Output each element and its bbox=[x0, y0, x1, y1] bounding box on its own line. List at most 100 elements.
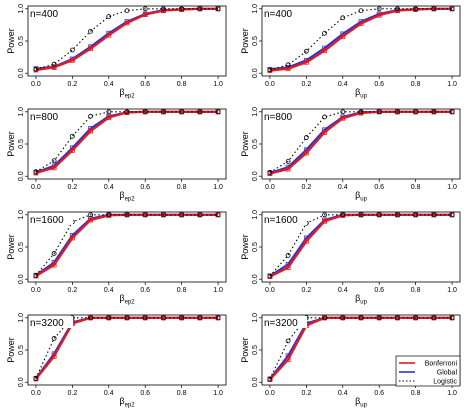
data-point-logistic bbox=[285, 252, 291, 258]
panel-6: 0.0 0.5 1.0 0.0 0.2 0.4 0.6 0.8 1.0 Power βup n=160… bbox=[240, 210, 461, 306]
y-axis-label: Power bbox=[6, 28, 16, 54]
x-tick-label: 0.6 bbox=[140, 81, 150, 88]
x-axis-label-base: β bbox=[355, 190, 360, 200]
data-point-logistic bbox=[88, 315, 93, 321]
x-axis-label-subscript: up bbox=[360, 403, 367, 409]
x-axis-label-subscript: up bbox=[360, 300, 367, 306]
y-tick-label: 1.0 bbox=[18, 313, 25, 323]
data-point-logistic bbox=[33, 375, 39, 381]
data-point-logistic bbox=[376, 109, 382, 115]
data-point-logistic bbox=[431, 212, 437, 218]
data-point-logistic bbox=[340, 212, 346, 218]
sample-size-label: n=800 bbox=[264, 112, 293, 123]
y-tick-label: 0.0 bbox=[252, 274, 259, 284]
data-point-bonferroni bbox=[161, 8, 166, 14]
x-axis-label: βep2 bbox=[119, 293, 135, 306]
data-point-logistic bbox=[376, 315, 382, 321]
data-point-bonferroni bbox=[303, 238, 309, 244]
series-line-bonferroni bbox=[269, 7, 453, 72]
data-point-bonferroni bbox=[51, 262, 57, 268]
data-point-logistic bbox=[449, 315, 455, 321]
x-axis-label-base: β bbox=[355, 87, 360, 97]
sample-size-label: n=3200 bbox=[264, 318, 298, 329]
x-tick-label: 1.0 bbox=[213, 81, 223, 88]
data-point-logistic bbox=[215, 109, 221, 115]
data-point-logistic bbox=[449, 109, 455, 115]
data-point-bonferroni bbox=[303, 150, 309, 156]
data-point-bonferroni bbox=[142, 12, 148, 17]
x-tick-label: 0.0 bbox=[31, 81, 41, 88]
y-axis-label: Power bbox=[240, 28, 250, 54]
legend: Bonferroni Global Logistic bbox=[395, 355, 461, 387]
x-tick-label: 1.0 bbox=[213, 184, 223, 191]
panel-7: 0.0 0.5 1.0 0.0 0.2 0.4 0.6 0.8 1.0 Power βep2 n=32… bbox=[6, 313, 227, 409]
sample-size-label: n=3200 bbox=[30, 318, 64, 329]
x-tick-label: 0.6 bbox=[374, 184, 384, 191]
data-point-logistic bbox=[322, 114, 327, 120]
data-point-bonferroni bbox=[285, 357, 291, 363]
y-tick-label: 1.0 bbox=[252, 107, 259, 117]
sample-size-label: n=1600 bbox=[264, 215, 298, 226]
y-axis-label: Power bbox=[6, 234, 16, 260]
x-tick-label: 0.8 bbox=[411, 287, 421, 294]
x-tick-label: 1.0 bbox=[447, 184, 457, 191]
data-point-logistic bbox=[358, 315, 364, 321]
x-tick-label: 0.6 bbox=[140, 390, 150, 397]
y-tick-label: 0.5 bbox=[252, 36, 259, 46]
y-tick-label: 0.5 bbox=[252, 139, 259, 149]
n-label-background bbox=[29, 7, 67, 19]
x-axis-label: βep2 bbox=[119, 87, 135, 100]
x-tick-label: 0.2 bbox=[301, 390, 311, 397]
series-line-logistic bbox=[269, 111, 453, 173]
y-axis-label: Power bbox=[240, 131, 250, 157]
x-tick-label: 0.4 bbox=[104, 390, 114, 397]
data-point-logistic bbox=[340, 109, 346, 115]
data-point-logistic bbox=[88, 113, 93, 119]
data-point-logistic bbox=[106, 109, 112, 115]
data-point-logistic bbox=[285, 338, 291, 344]
sample-size-label: n=800 bbox=[30, 112, 59, 123]
data-point-bonferroni bbox=[303, 59, 309, 65]
data-point-logistic bbox=[124, 109, 130, 115]
y-tick-label: 0.0 bbox=[18, 171, 25, 181]
data-point-logistic bbox=[51, 336, 57, 341]
data-point-bonferroni bbox=[51, 165, 57, 171]
y-axis-label: Power bbox=[240, 337, 250, 363]
data-point-logistic bbox=[33, 66, 39, 72]
data-point-logistic bbox=[395, 6, 400, 12]
x-axis-label-subscript: up bbox=[360, 197, 367, 203]
data-point-logistic bbox=[142, 212, 148, 218]
x-axis-label-subscript: ep2 bbox=[125, 300, 136, 306]
data-point-bonferroni bbox=[69, 148, 75, 153]
data-point-logistic bbox=[413, 109, 419, 115]
data-point-logistic bbox=[267, 273, 273, 279]
data-point-logistic bbox=[106, 14, 112, 19]
data-point-logistic bbox=[285, 158, 291, 164]
x-tick-label: 0.6 bbox=[374, 287, 384, 294]
data-point-bonferroni bbox=[51, 354, 57, 359]
n-label-background bbox=[263, 213, 307, 225]
x-tick-label: 0.4 bbox=[104, 81, 114, 88]
x-axis-label-base: β bbox=[119, 396, 124, 406]
data-point-logistic bbox=[106, 315, 112, 321]
legend-label-global: Global bbox=[437, 370, 458, 377]
x-axis-label-subscript: ep2 bbox=[125, 94, 136, 100]
x-axis-label-subscript: ep2 bbox=[125, 197, 136, 203]
x-tick-label: 0.4 bbox=[338, 287, 348, 294]
x-tick-label: 0.2 bbox=[67, 184, 77, 191]
data-point-bonferroni bbox=[106, 115, 112, 120]
panel-1: 0.0 0.5 1.0 0.0 0.2 0.4 0.6 0.8 1.0 Power βep2 n=40… bbox=[6, 4, 227, 100]
x-tick-label: 0.8 bbox=[177, 287, 187, 294]
y-tick-label: 0.5 bbox=[252, 345, 259, 355]
x-tick-label: 0.4 bbox=[338, 184, 348, 191]
x-axis-label: βup bbox=[355, 190, 368, 203]
data-point-logistic bbox=[413, 315, 419, 321]
sample-size-label: n=1600 bbox=[30, 215, 64, 226]
x-tick-label: 0.0 bbox=[31, 287, 41, 294]
x-tick-label: 0.0 bbox=[265, 390, 275, 397]
data-point-bonferroni bbox=[358, 21, 364, 27]
x-tick-label: 0.2 bbox=[67, 81, 77, 88]
data-point-bonferroni bbox=[322, 218, 327, 224]
legend-label-logistic: Logistic bbox=[433, 379, 457, 386]
y-tick-label: 0.0 bbox=[18, 68, 25, 78]
